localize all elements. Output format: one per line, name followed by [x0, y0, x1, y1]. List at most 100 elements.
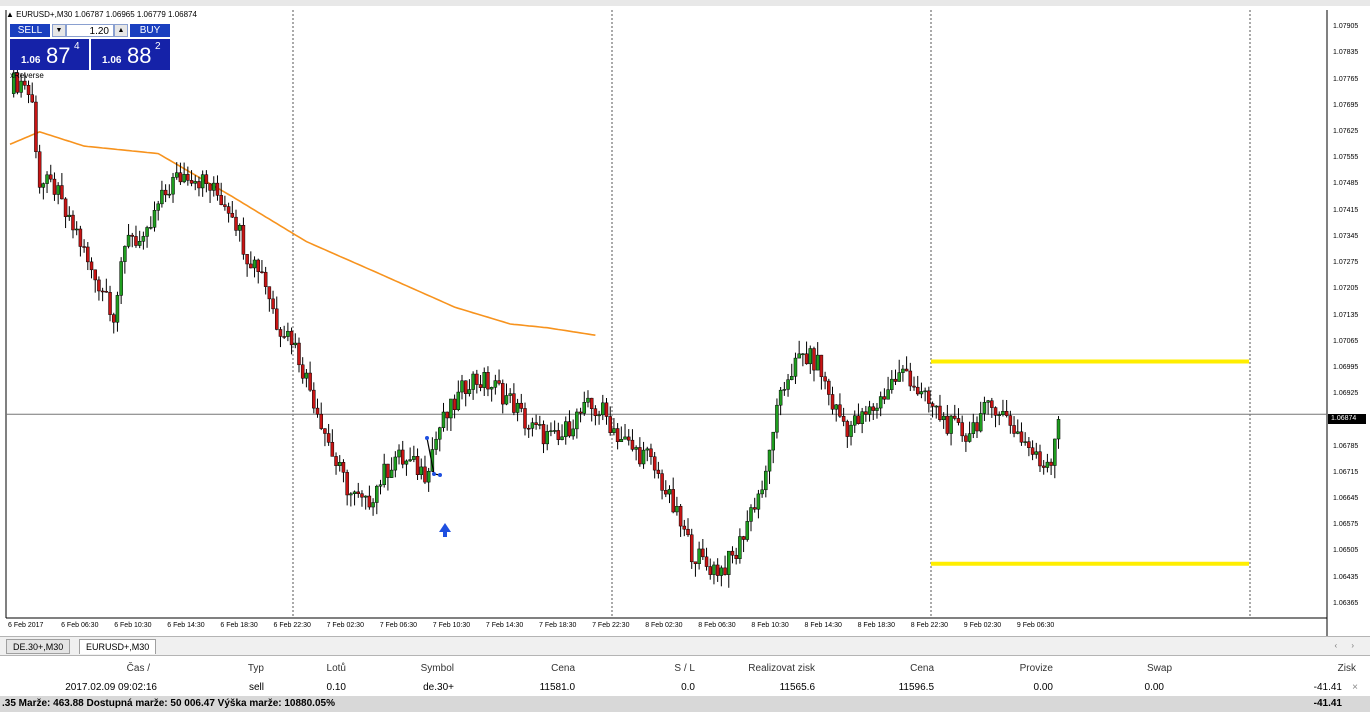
candle-body	[941, 415, 946, 421]
lot-size-input[interactable]: 1.20	[66, 24, 114, 37]
tab-eurusd[interactable]: EURUSD+,M30	[79, 639, 157, 654]
candle-body	[675, 505, 679, 513]
candle-body	[104, 291, 109, 293]
candle-body	[760, 489, 764, 495]
candle-body	[827, 380, 831, 395]
col-profit[interactable]: Zisk	[1337, 663, 1356, 674]
col-price[interactable]: Cena	[551, 663, 575, 674]
candle-body	[271, 298, 275, 310]
time-tick-label: 8 Feb 06:30	[698, 622, 736, 629]
candle-body	[582, 402, 587, 414]
sell-button[interactable]: SELL	[10, 24, 50, 37]
candle-body	[849, 424, 853, 437]
candle-body	[552, 430, 557, 432]
candle-body	[623, 436, 627, 440]
candle-body	[241, 224, 246, 255]
buy-button[interactable]: BUY	[130, 24, 170, 37]
time-tick-label: 9 Feb 06:30	[1016, 622, 1055, 629]
time-tick-label: 6 Feb 10:30	[114, 622, 152, 629]
col-symbol[interactable]: Symbol	[420, 663, 454, 674]
candle-body	[86, 246, 90, 263]
col-type[interactable]: Typ	[247, 663, 264, 674]
candle-body	[349, 493, 353, 496]
price-tick-label: 1.07905	[1333, 23, 1359, 31]
candle-body	[897, 372, 901, 382]
chart-canvas[interactable]	[0, 6, 1370, 636]
candle-body	[664, 490, 668, 495]
candle-body	[815, 354, 820, 371]
candle-body	[289, 330, 294, 346]
time-tick-label: 8 Feb 22:30	[910, 622, 949, 629]
candle-body	[475, 373, 479, 385]
candle-body	[852, 415, 857, 426]
candle-body	[812, 348, 816, 371]
col-lots[interactable]: Lotů	[326, 663, 346, 674]
candle-body	[749, 507, 753, 522]
candle-body	[1045, 461, 1050, 468]
price-chart[interactable]: ▲ EURUSD+,M30 1.06787 1.06965 1.06779 1.…	[0, 6, 1370, 636]
col-commission[interactable]: Provize	[1019, 663, 1053, 674]
table-row[interactable]: 2017.02.09 09:02:16 sell 0.10 de.30+ 115…	[0, 680, 1370, 696]
candle-body	[756, 493, 761, 510]
col-tp[interactable]: Realizovat zisk	[748, 663, 815, 674]
candle-body	[734, 554, 738, 559]
candle-body	[782, 389, 787, 391]
col-swap[interactable]: Swap	[1146, 663, 1172, 674]
candle-body	[660, 473, 664, 491]
candle-body	[804, 353, 809, 365]
candle-body	[56, 185, 60, 195]
candle-body	[263, 271, 268, 287]
candle-body	[74, 228, 79, 231]
candle-body	[152, 210, 157, 228]
candle-body	[78, 228, 83, 247]
candle-body	[93, 269, 97, 281]
time-tick-label: 6 Feb 06:30	[61, 622, 99, 629]
cell-time: 2017.02.09 09:02:16	[65, 682, 157, 693]
candle-body	[1023, 441, 1027, 443]
price-scale[interactable]: 1.07905 1.07835 1.07765 1.07695 1.07625 1.075…	[1327, 6, 1370, 636]
candle-body	[878, 396, 883, 409]
candle-body	[638, 447, 642, 465]
col-sl[interactable]: S / L	[674, 663, 695, 674]
cell-tp: 11565.6	[779, 682, 815, 693]
candle-body	[501, 383, 505, 405]
reverse-point	[425, 436, 429, 440]
lot-increase-icon[interactable]: ▲	[114, 24, 128, 37]
col-price2[interactable]: Cena	[910, 663, 934, 674]
price-tick-label: 1.06995	[1333, 363, 1359, 371]
candle-body	[486, 372, 490, 390]
candle-body	[919, 391, 924, 395]
sell-price[interactable]: 1.06 87 4	[10, 39, 89, 70]
tab-de30[interactable]: DE.30+,M30	[6, 639, 71, 654]
candle-body	[438, 427, 442, 440]
candle-body	[426, 470, 431, 483]
candle-body	[634, 447, 638, 450]
candle-body	[727, 550, 731, 575]
candle-body	[49, 174, 53, 180]
buy-price[interactable]: 1.06 88 2	[91, 39, 170, 70]
candle-body	[371, 502, 375, 508]
candle-body	[860, 411, 864, 424]
candle-body	[19, 80, 23, 93]
candle-body	[226, 206, 231, 214]
close-order-icon[interactable]: ×	[1352, 682, 1358, 693]
price-tick-label: 1.06505	[1333, 547, 1359, 555]
lot-decrease-icon[interactable]: ▼	[52, 24, 66, 37]
time-tick-label: 8 Feb 14:30	[804, 622, 842, 629]
candle-body	[808, 348, 813, 365]
price-tick-label: 1.07065	[1333, 337, 1359, 345]
candle-body	[341, 462, 346, 473]
candle-body	[1041, 465, 1046, 468]
candle-body	[745, 521, 750, 540]
candle-body	[275, 308, 279, 330]
col-time[interactable]: Čas /	[126, 663, 150, 674]
candle-body	[1001, 411, 1005, 415]
candle-body	[52, 178, 57, 195]
candle-body	[15, 72, 20, 93]
candle-body	[260, 271, 264, 273]
candle-body	[556, 430, 561, 440]
candle-body	[312, 389, 316, 409]
candle-body	[267, 286, 272, 300]
tab-scroll-arrows[interactable]: ‹ ›	[1334, 641, 1360, 650]
candle-body	[60, 185, 64, 200]
